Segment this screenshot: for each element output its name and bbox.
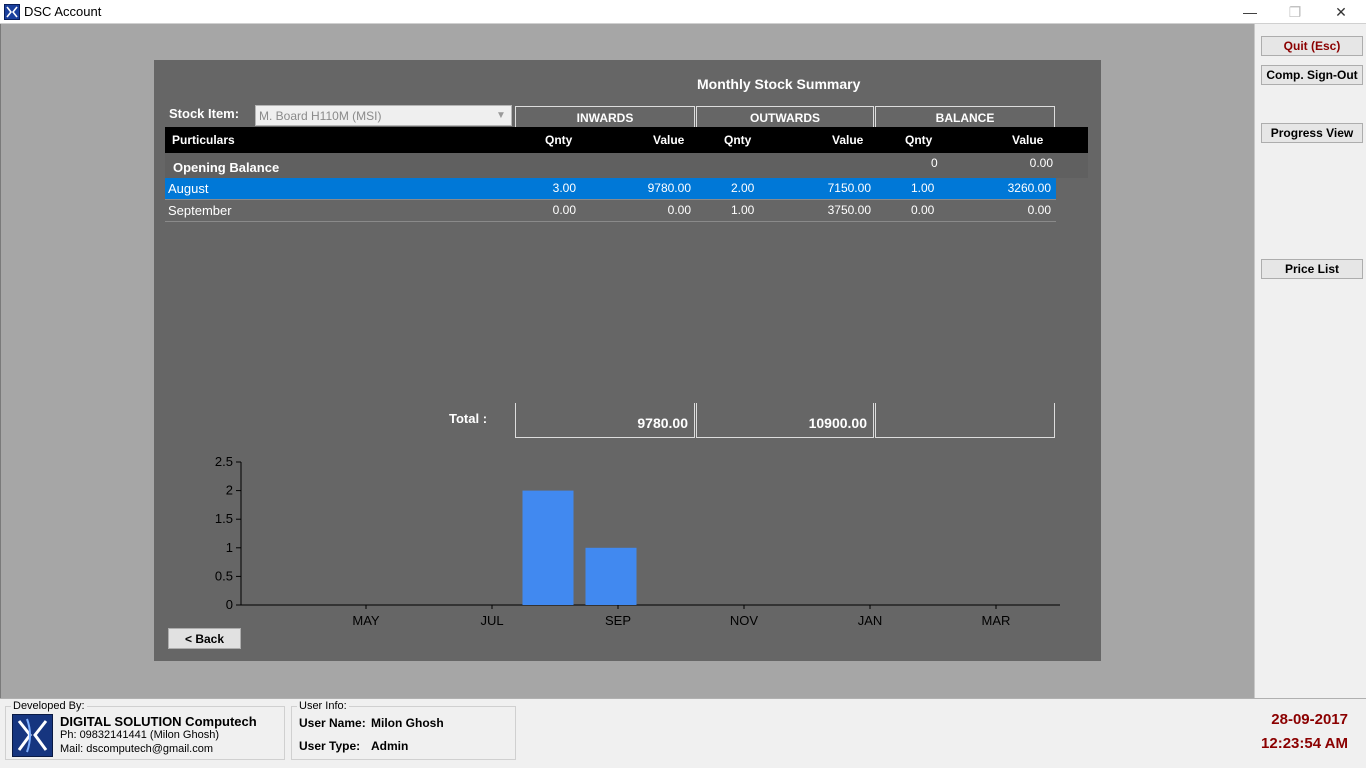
progress-view-button[interactable]: Progress View	[1261, 123, 1363, 143]
user-info-label: User Info:	[297, 700, 349, 712]
restore-button[interactable]: ❐	[1288, 3, 1302, 20]
developed-by-label: Developed By:	[11, 700, 87, 712]
row-in-qnty: 3.00	[552, 181, 576, 195]
table-row[interactable]: September 0.00 0.00 1.00 3750.00 0.00 0.…	[165, 200, 1056, 222]
col-particulars: Purticulars	[172, 133, 235, 147]
outwards-header: OUTWARDS	[696, 106, 874, 128]
minimize-button[interactable]: —	[1243, 4, 1257, 20]
col-in-value: Value	[653, 133, 685, 147]
row-in-value: 0.00	[667, 203, 691, 217]
close-button[interactable]: ✕	[1335, 3, 1347, 20]
opening-balance-row: Opening Balance 0 0.00	[165, 153, 1088, 178]
row-bal-qnty: 0.00	[911, 203, 935, 217]
status-bar	[0, 698, 1366, 768]
row-bal-value: 3260.00	[1007, 181, 1051, 195]
app-logo-icon	[4, 4, 20, 20]
user-name-label: User Name:	[299, 716, 366, 730]
balance-header: BALANCE	[875, 106, 1055, 128]
developer-group	[5, 706, 285, 760]
company-name: DIGITAL SOLUTION Computech	[60, 714, 257, 729]
row-in-qnty: 0.00	[552, 203, 576, 217]
total-outwards: 10900.00	[696, 403, 874, 438]
total-balance	[875, 403, 1055, 438]
row-month: August	[168, 181, 209, 196]
row-in-value: 9780.00	[647, 181, 691, 195]
row-out-value: 7150.00	[827, 181, 871, 195]
col-bal-qnty: Qnty	[905, 133, 933, 147]
table-row[interactable]: August 3.00 9780.00 2.00 7150.00 1.00 32…	[165, 178, 1056, 200]
row-bal-value: 0.00	[1027, 203, 1051, 217]
window-title: DSC Account	[24, 4, 102, 19]
company-logo-icon	[12, 714, 53, 757]
price-list-button[interactable]: Price List	[1261, 259, 1363, 279]
user-type: Admin	[371, 739, 409, 753]
title-bar	[0, 0, 1366, 24]
total-label: Total :	[449, 411, 488, 426]
back-button[interactable]: < Back	[168, 628, 241, 649]
date-display: 28-09-2017	[1271, 711, 1348, 728]
col-out-qnty: Qnty	[724, 133, 752, 147]
opening-balance-label: Opening Balance	[173, 160, 280, 175]
row-month: September	[168, 203, 232, 218]
company-mail: Mail: dscomputech@gmail.com	[60, 743, 213, 755]
col-bal-value: Value	[1012, 133, 1044, 147]
stock-item-select[interactable]: M. Board H110M (MSI)	[255, 105, 512, 126]
col-out-value: Value	[832, 133, 864, 147]
inwards-header: INWARDS	[515, 106, 695, 128]
summary-title: Monthly Stock Summary	[697, 76, 861, 92]
row-out-qnty: 2.00	[731, 181, 755, 195]
user-type-label: User Type:	[299, 739, 361, 753]
row-out-qnty: 1.00	[731, 203, 755, 217]
opening-balance-value: 0.00	[1029, 156, 1053, 170]
sidebar: Quit (Esc) Comp. Sign-Out Progress View …	[1254, 24, 1366, 698]
time-display: 12:23:54 AM	[1261, 735, 1348, 752]
company-phone: Ph: 09832141441 (Milon Ghosh)	[60, 729, 219, 741]
user-info-group	[291, 706, 516, 760]
total-inwards: 9780.00	[515, 403, 695, 438]
quit-button[interactable]: Quit (Esc)	[1261, 36, 1363, 56]
stock-item-label: Stock Item:	[169, 106, 240, 121]
row-bal-qnty: 1.00	[911, 181, 935, 195]
col-in-qnty: Qnty	[545, 133, 573, 147]
user-name: Milon Ghosh	[371, 716, 444, 730]
row-out-value: 3750.00	[827, 203, 871, 217]
chevron-down-icon[interactable]: ▼	[496, 110, 506, 121]
opening-balance-qnty: 0	[931, 156, 938, 170]
table-header-row: Purticulars Qnty Value Qnty Value Qnty V…	[165, 127, 1088, 153]
sign-out-button[interactable]: Comp. Sign-Out	[1261, 65, 1363, 85]
